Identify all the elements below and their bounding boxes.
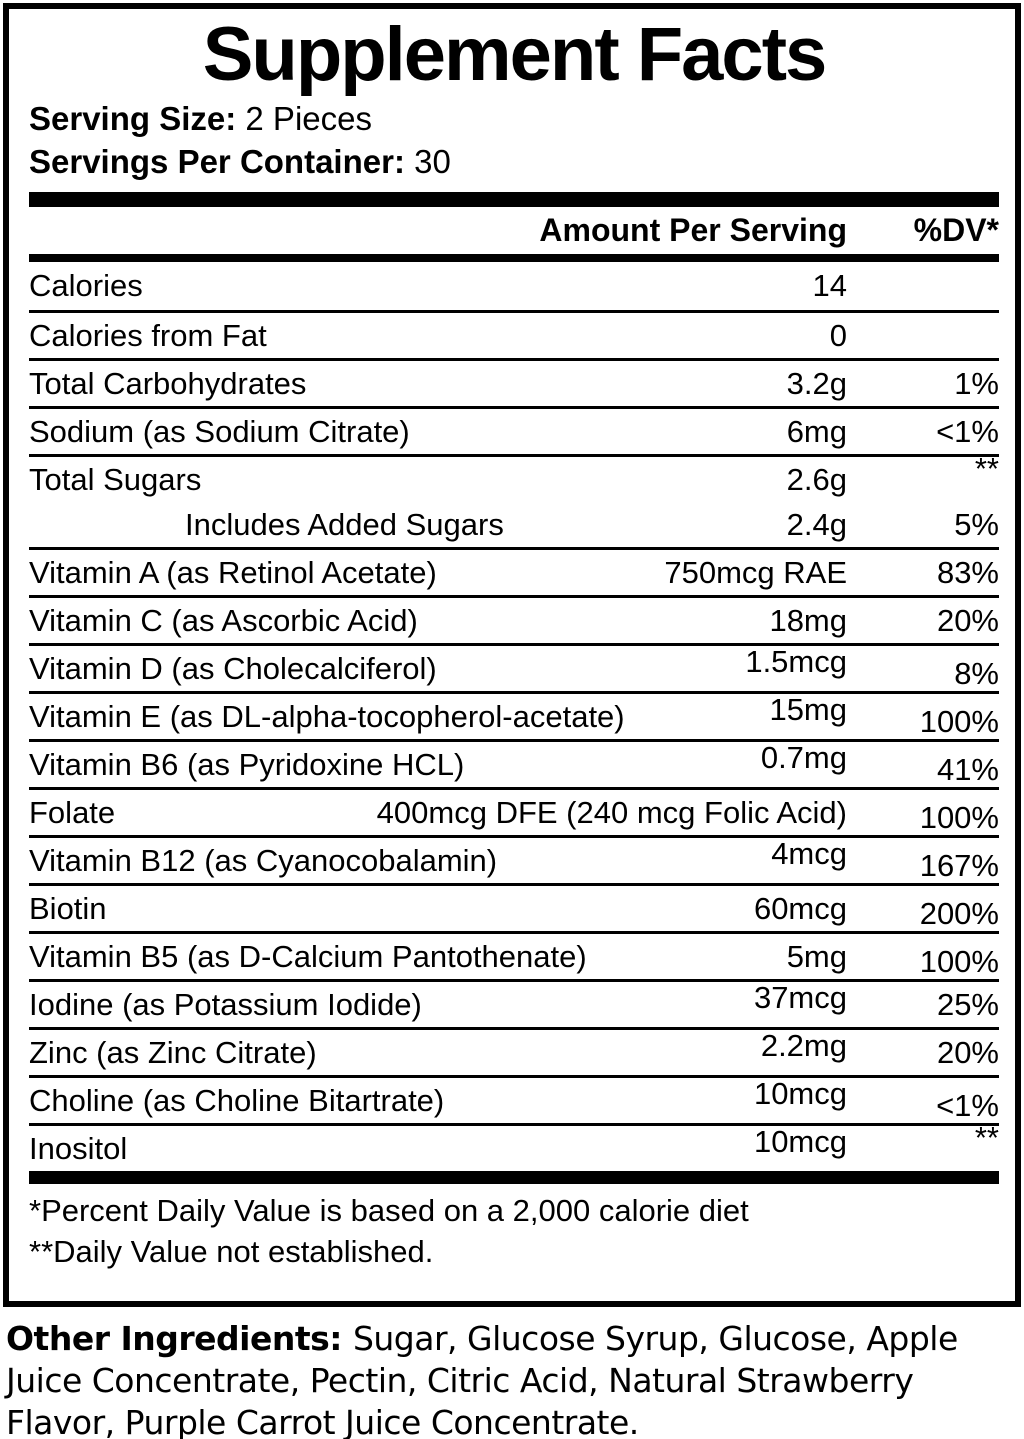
nutrient-row: Zinc (as Zinc Citrate) 2.2mg 20% — [29, 1027, 999, 1075]
nutrient-dv: 167% — [919, 847, 999, 883]
nutrient-amount: 1.5mcg — [745, 643, 847, 679]
nutrient-dv: ** — [974, 1119, 999, 1155]
nutrient-row: Choline (as Choline Bitartrate) 10mcg <1… — [29, 1075, 999, 1123]
nutrient-label: Sodium (as Sodium Citrate) — [29, 413, 410, 449]
nutrient-amount: 10mcg — [753, 1075, 847, 1111]
nutrient-row: Iodine (as Potassium Iodide) 37mcg 25% — [29, 979, 999, 1027]
nutrient-dv: 25% — [936, 986, 999, 1022]
supplement-facts-panel: Supplement Facts Serving Size: 2 Pieces … — [3, 3, 1021, 1307]
nutrient-amount: 2.2mg — [760, 1027, 847, 1063]
nutrient-row: Calories from Fat 0 — [29, 310, 999, 358]
nutrient-dv: <1% — [936, 1087, 999, 1123]
nutrient-amount: 400mcg DFE (240 mcg Folic Acid) — [376, 794, 847, 830]
nutrient-dv: ** — [974, 450, 999, 486]
nutrient-dv: 1% — [954, 365, 999, 401]
nutrient-row: Calories 14 — [29, 262, 999, 310]
nutrient-amount: 18mg — [769, 602, 847, 638]
nutrient-row: Vitamin E (as DL-alpha-tocopherol-acetat… — [29, 691, 999, 739]
nutrient-label: Biotin — [29, 890, 107, 926]
nutrient-label: Calories — [29, 268, 143, 303]
nutrient-row: Includes Added Sugars 2.4g 5% — [29, 502, 999, 547]
other-ingredients: Other Ingredients: Sugar, Glucose Syrup,… — [6, 1318, 1020, 1439]
nutrient-label: Vitamin B5 (as D-Calcium Pantothenate) — [29, 938, 587, 974]
nutrient-label: Total Carbohydrates — [29, 365, 307, 401]
nutrient-dv: 200% — [919, 895, 999, 931]
nutrient-row: Total Sugars 2.6g ** — [29, 450, 999, 502]
amount-per-serving-header: Amount Per Serving — [539, 212, 847, 248]
serving-size-value: 2 Pieces — [245, 100, 372, 137]
nutrient-amount: 2.6g — [786, 461, 847, 497]
nutrient-label: Vitamin C (as Ascorbic Acid) — [29, 602, 418, 638]
dv-header: %DV* — [913, 212, 999, 248]
nutrient-label: Includes Added Sugars — [185, 506, 504, 542]
nutrient-dv: <1% — [936, 413, 999, 449]
nutrient-amount: 750mcg RAE — [664, 554, 847, 590]
nutrient-dv: 5% — [954, 506, 999, 542]
nutrient-row: Inositol 10mcg ** — [29, 1119, 999, 1171]
servings-per-container-line: Servings Per Container: 30 — [29, 140, 999, 183]
nutrient-amount: 2.4g — [786, 506, 847, 542]
nutrient-dv: 41% — [936, 751, 999, 787]
nutrient-row: Vitamin C (as Ascorbic Acid) 18mg 20% — [29, 595, 999, 643]
nutrient-dv: 20% — [936, 1034, 999, 1070]
nutrient-row: Vitamin D (as Cholecalciferol) 1.5mcg 8% — [29, 643, 999, 691]
panel-title: Supplement Facts — [202, 12, 828, 97]
nutrient-label: Iodine (as Potassium Iodide) — [29, 986, 422, 1022]
other-ingredients-text: Sugar, Glucose Syrup, Glucose, Apple Jui… — [6, 1319, 958, 1439]
nutrient-row: Folate 400mcg DFE (240 mcg Folic Acid) 1… — [29, 787, 999, 835]
other-ingredients-label: Other Ingredients: — [6, 1319, 353, 1358]
column-header-row: Amount Per Serving %DV* — [29, 207, 999, 254]
nutrient-row: Biotin 60mcg 200% — [29, 883, 999, 931]
nutrient-label: Vitamin B12 (as Cyanocobalamin) — [29, 842, 498, 878]
nutrient-dv: 100% — [919, 703, 999, 739]
nutrient-label: Vitamin E (as DL-alpha-tocopherol-acetat… — [29, 698, 625, 734]
footnote-dv-basis: *Percent Daily Value is based on a 2,000… — [29, 1193, 749, 1228]
nutrient-row: Vitamin A (as Retinol Acetate) 750mcg RA… — [29, 547, 999, 595]
nutrient-label: Inositol — [29, 1130, 128, 1166]
nutrient-label: Folate — [29, 794, 116, 830]
serving-size-line: Serving Size: 2 Pieces — [29, 97, 999, 140]
nutrient-row: Sodium (as Sodium Citrate) 6mg <1% — [29, 406, 999, 454]
nutrient-amount: 60mcg — [753, 890, 847, 926]
nutrient-label: Vitamin B6 (as Pyridoxine HCL) — [29, 746, 465, 782]
nutrient-label: Vitamin D (as Cholecalciferol) — [29, 650, 437, 686]
divider-thick-bottom — [29, 1171, 999, 1184]
servings-per-container-value: 30 — [414, 143, 451, 180]
divider-thick-top — [29, 192, 999, 207]
nutrient-amount: 5mg — [786, 938, 847, 974]
nutrient-amount: 15mg — [769, 691, 847, 727]
nutrient-amount: 3.2g — [786, 365, 847, 401]
nutrient-label: Choline (as Choline Bitartrate) — [29, 1082, 445, 1118]
nutrient-amount: 6mg — [786, 413, 847, 449]
nutrient-amount: 14 — [812, 268, 847, 303]
nutrient-dv: 8% — [954, 655, 999, 691]
nutrient-row: Vitamin B5 (as D-Calcium Pantothenate) 5… — [29, 931, 999, 979]
nutrient-amount: 4mcg — [771, 835, 847, 871]
nutrient-amount: 0.7mg — [760, 739, 847, 775]
nutrient-row: Vitamin B12 (as Cyanocobalamin) 4mcg 167… — [29, 835, 999, 883]
nutrient-row: Total Carbohydrates 3.2g 1% — [29, 358, 999, 406]
nutrient-label: Zinc (as Zinc Citrate) — [29, 1034, 317, 1070]
footnote-dv-not-established: **Daily Value not established. — [29, 1234, 434, 1269]
nutrient-dv: 100% — [919, 943, 999, 979]
nutrient-amount: 37mcg — [753, 979, 847, 1015]
footnotes: *Percent Daily Value is based on a 2,000… — [29, 1184, 999, 1272]
divider-medium — [29, 254, 999, 262]
nutrient-dv: 20% — [936, 602, 999, 638]
servings-per-container-label: Servings Per Container: — [29, 143, 415, 180]
nutrient-dv: 83% — [936, 554, 999, 590]
nutrient-dv: 100% — [919, 799, 999, 835]
nutrient-amount: 10mcg — [753, 1123, 847, 1159]
nutrient-amount: 0 — [829, 317, 847, 353]
nutrient-label: Vitamin A (as Retinol Acetate) — [29, 554, 437, 590]
nutrient-label: Calories from Fat — [29, 317, 267, 353]
nutrient-label: Total Sugars — [29, 461, 202, 497]
serving-size-label: Serving Size: — [29, 100, 246, 137]
nutrient-row: Vitamin B6 (as Pyridoxine HCL) 0.7mg 41% — [29, 739, 999, 787]
